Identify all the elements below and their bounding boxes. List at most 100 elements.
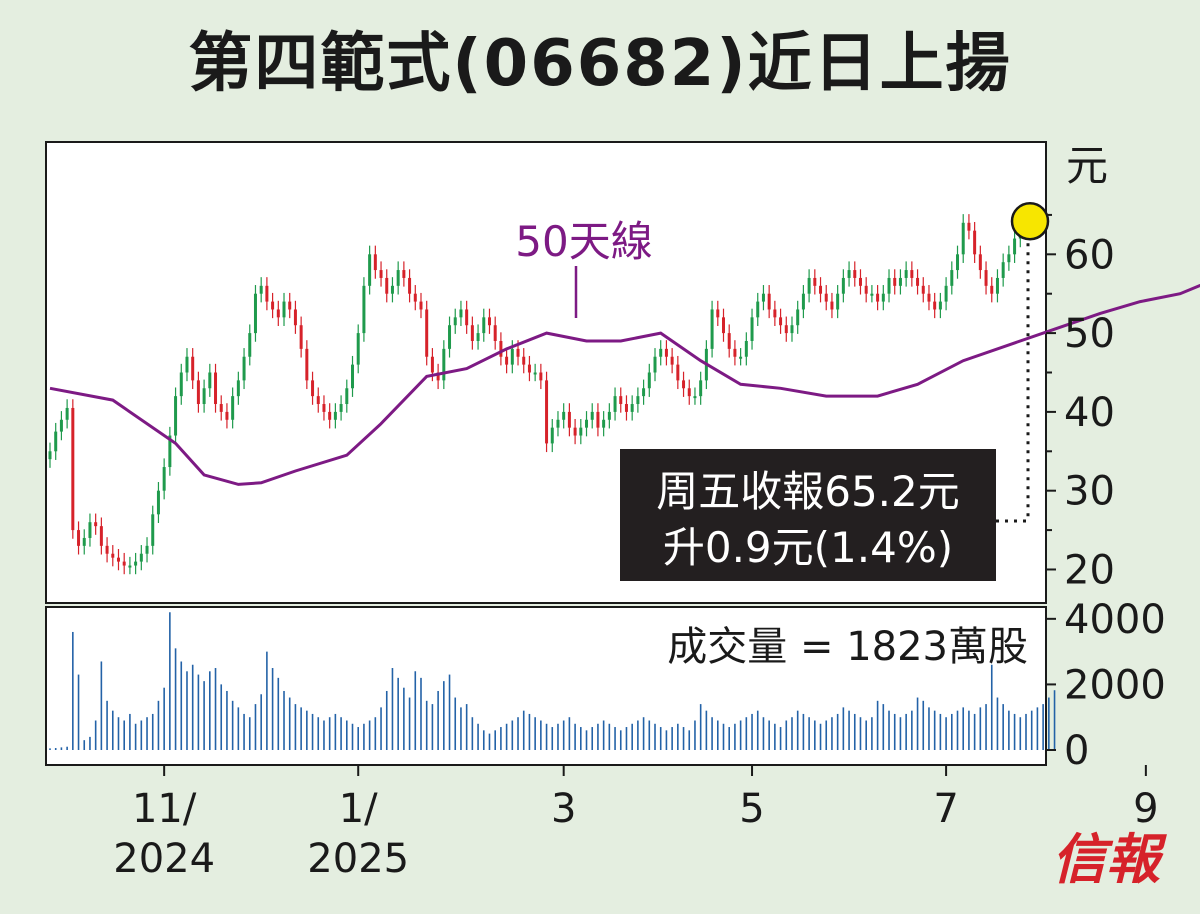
time-axis: 11/2024 1/2025 3 5 7 9 (113, 765, 1159, 882)
candle-body (933, 301, 937, 310)
candle-body (465, 309, 469, 326)
candle-body (916, 277, 920, 286)
candle-body (145, 545, 149, 554)
time-tick-label: 3 (551, 786, 576, 832)
volume-series (49, 612, 1056, 750)
candle-body (790, 325, 794, 334)
candle-body (596, 411, 600, 428)
candle-body (664, 348, 668, 357)
candle-body (362, 285, 366, 334)
candle-body (973, 230, 977, 255)
candle-body (442, 348, 446, 381)
candle-body (425, 309, 429, 357)
price-axis: 60 50 40 30 20 (1046, 213, 1115, 593)
candle-body (54, 431, 58, 452)
candle-body (311, 380, 315, 397)
candle-body (676, 364, 680, 381)
candle-body (773, 309, 777, 318)
candle-body (944, 285, 948, 302)
candle-body (710, 309, 714, 349)
candle-body (214, 372, 218, 405)
candle-body (413, 293, 417, 302)
candle-body (522, 356, 526, 365)
candle-body (48, 451, 52, 460)
candle-body (65, 407, 69, 420)
candle-body (887, 277, 891, 294)
candle-body (807, 277, 811, 294)
candle-body (122, 561, 126, 566)
candle-body (459, 309, 463, 318)
candle-body (642, 388, 646, 397)
candle-body (299, 325, 303, 349)
candle-body (1007, 254, 1011, 263)
candle-body (242, 356, 246, 381)
candle-body (716, 309, 720, 318)
candle-body (539, 372, 543, 381)
candlestick-series (48, 204, 1028, 575)
candle-body (339, 404, 343, 412)
candle-body (231, 396, 235, 420)
candle-body (830, 301, 834, 310)
candle-body (978, 254, 982, 271)
candle-body (687, 388, 691, 397)
candle-body (841, 277, 845, 294)
close-annotation-line1: 周五收報65.2元 (656, 467, 960, 516)
candle-body (619, 396, 623, 405)
candle-body (727, 333, 731, 349)
candle-body (493, 325, 497, 341)
candle-body (482, 317, 486, 334)
candle-body (761, 293, 765, 302)
candle-body (276, 309, 280, 318)
candle-body (550, 427, 554, 444)
ma-50-line (49, 283, 1200, 486)
candle-body (904, 270, 908, 278)
candle-body (105, 545, 109, 554)
candle-body (779, 317, 783, 326)
candle-body (385, 277, 389, 294)
candle-body (351, 364, 355, 389)
time-tick-label: 1/ (339, 786, 378, 832)
candle-body (510, 348, 514, 365)
candle-body (876, 293, 880, 302)
candle-body (179, 372, 183, 397)
candle-body (682, 380, 686, 389)
candle-body (847, 270, 851, 278)
candle-body (699, 380, 703, 397)
candle-body (139, 553, 143, 562)
candle-body (910, 270, 914, 278)
candle-body (636, 396, 640, 405)
candle-body (322, 404, 326, 412)
candle-body (533, 372, 537, 375)
candle-body (819, 285, 823, 294)
candle-body (813, 277, 817, 286)
candle-body (390, 285, 394, 294)
candle-body (961, 222, 965, 255)
candle-body (499, 340, 503, 357)
candle-body (990, 285, 994, 294)
candle-body (94, 522, 98, 527)
candle-body (487, 317, 491, 326)
candle-body (470, 325, 474, 341)
candle-body (881, 293, 885, 302)
candle-body (328, 411, 332, 420)
candle-body (185, 356, 189, 373)
candle-body (356, 333, 360, 365)
candle-body (505, 356, 509, 365)
candle-body (396, 270, 400, 286)
candle-body (630, 404, 634, 412)
candle-body (870, 293, 874, 296)
candle-body (602, 419, 606, 428)
price-tick-label: 50 (1064, 311, 1115, 357)
candle-body (562, 411, 566, 420)
time-tick-label: 11/ (132, 786, 197, 832)
candle-body (71, 407, 75, 531)
candle-body (898, 277, 902, 286)
candle-body (436, 372, 440, 381)
candle-body (647, 372, 651, 389)
candle-body (858, 277, 862, 286)
candle-body (476, 333, 480, 341)
candle-body (219, 404, 223, 412)
candle-body (253, 293, 257, 334)
candle-body (99, 526, 103, 546)
